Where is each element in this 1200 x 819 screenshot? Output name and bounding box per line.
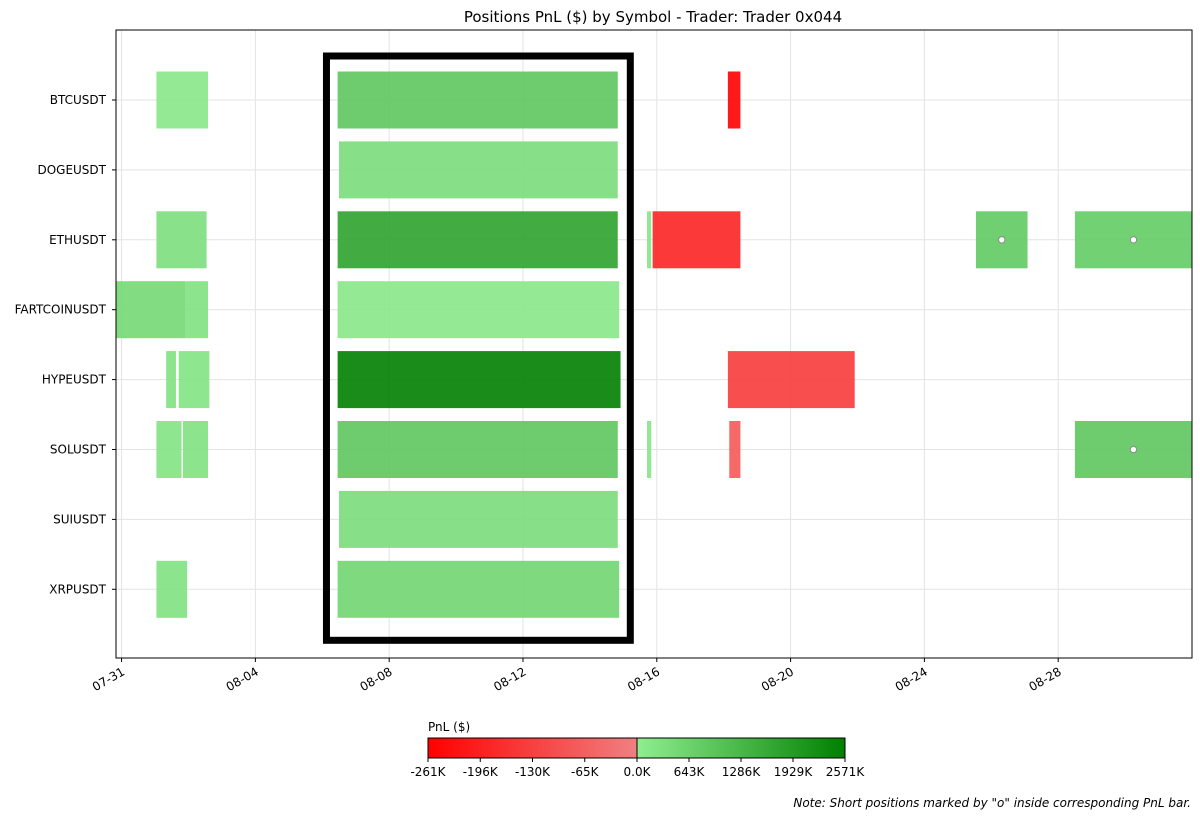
pnl-bars (116, 71, 1192, 618)
colorbar-tick-label: 1929K (774, 765, 814, 779)
colorbar-tick-label: -196K (463, 765, 499, 779)
colorbar-ticks: -261K -196K -130K -65K 0.0K 643K 1286K 1929K 257… (410, 758, 865, 779)
colorbar-tick-label: -261K (410, 765, 446, 779)
colorbar-tick-label: -130K (515, 765, 551, 779)
pnl-bar (727, 71, 741, 129)
short-marker (1129, 445, 1138, 454)
colorbar-tick-label: 0.0K (624, 765, 652, 779)
pnl-bar (337, 421, 618, 478)
pnl-bar (337, 71, 618, 129)
pnl-bar (647, 421, 652, 478)
footnote: Note: Short positions marked by "o" insi… (793, 796, 1191, 810)
colorbar-tick-label: 643K (674, 765, 706, 779)
pnl-bar (337, 211, 618, 269)
x-axis: 07-31 08-04 08-08 08-12 08-16 08-20 08-24 08-28 (90, 658, 1064, 694)
y-tick-label: FARTCOINUSDT (15, 303, 107, 317)
x-tick-label: 08-04 (224, 664, 261, 694)
x-tick-label: 08-08 (357, 664, 394, 694)
y-tick-label: HYPEUSDT (42, 373, 107, 387)
pnl-bar (727, 351, 855, 409)
x-tick-label: 07-31 (90, 664, 127, 694)
y-tick-label: ETHUSDT (49, 233, 107, 247)
pnl-bar (156, 421, 182, 478)
plot-frame (115, 29, 1193, 659)
pnl-bar (729, 421, 741, 478)
colorbar-tick-label: -65K (571, 765, 600, 779)
y-tick-label: BTCUSDT (50, 93, 107, 107)
plot-background (116, 30, 1192, 658)
short-marker (1129, 236, 1138, 244)
pnl-bar (337, 560, 620, 618)
pnl-bar (116, 281, 186, 339)
pnl-bar (178, 351, 210, 409)
colorbar-tick-label: 1286K (722, 765, 762, 779)
colorbar-label: PnL ($) (428, 720, 470, 734)
x-tick-label: 08-28 (1026, 664, 1063, 694)
x-tick-label: 08-16 (625, 664, 662, 694)
x-tick-label: 08-20 (759, 664, 796, 694)
colorbar-tick-label: 2571K (826, 765, 866, 779)
highlight-box (322, 52, 634, 644)
pnl-bar (156, 71, 208, 129)
chart-title: Positions PnL ($) by Symbol - Trader: Tr… (464, 8, 842, 26)
pnl-bar (647, 211, 652, 269)
plot-area (115, 29, 1193, 659)
y-tick-label: SUIUSDT (53, 512, 107, 526)
colorbar: PnL ($) -261K -196K -130K -65K 0.0K 643K 1286K… (410, 720, 865, 779)
pnl-bar (156, 560, 188, 618)
highlight-layer (322, 52, 634, 644)
pnl-bar (182, 421, 208, 478)
y-tick-label: XRPUSDT (49, 582, 106, 596)
pnl-bar (166, 351, 176, 409)
short-marker (998, 236, 1006, 244)
pnl-bar (339, 141, 618, 199)
pnl-bar (652, 211, 741, 269)
y-axis: BTCUSDT DOGEUSDT ETHUSDT FARTCOINUSDT HYPEUS… (15, 93, 116, 596)
pnl-bar (337, 281, 620, 339)
colorbar-negative (428, 738, 637, 758)
x-tick-label: 08-24 (893, 664, 930, 694)
pnl-bar (156, 211, 207, 269)
colorbar-positive (637, 738, 845, 758)
pnl-bar (337, 351, 621, 409)
x-tick-label: 08-12 (491, 664, 528, 694)
pnl-bar (339, 490, 618, 548)
grid-lines (116, 30, 1192, 658)
y-tick-label: SOLUSDT (50, 443, 107, 457)
y-tick-label: DOGEUSDT (37, 163, 106, 177)
pnl-bar (185, 281, 208, 339)
